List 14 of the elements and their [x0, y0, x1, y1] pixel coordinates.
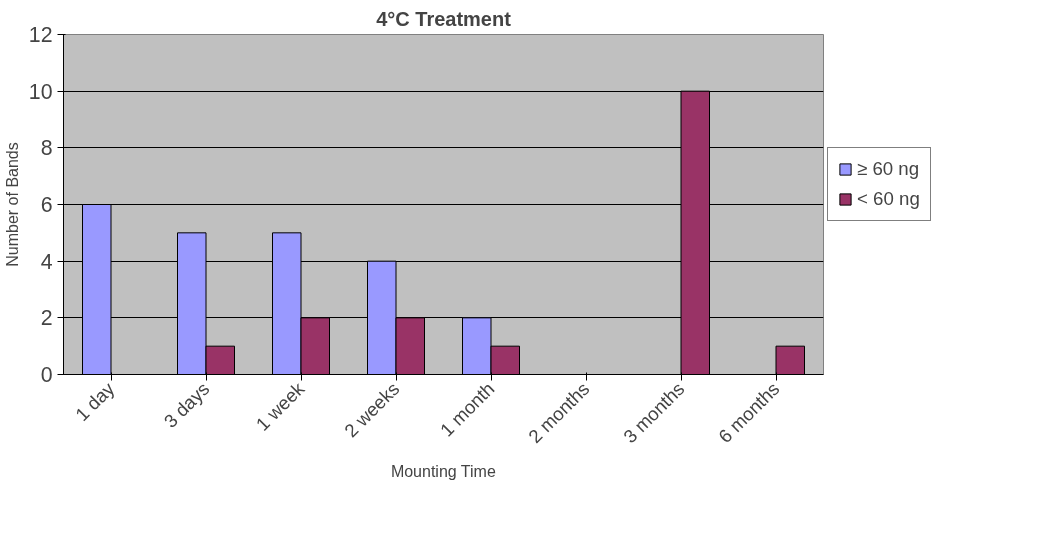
y-tick-label: 12: [28, 23, 53, 47]
y-tick-label: 0: [40, 363, 53, 387]
y-tick-label: 10: [28, 79, 53, 104]
y-tick-label: 8: [40, 136, 53, 161]
legend-label: ≥ 60 ng: [857, 158, 920, 180]
legend-label: < 60 ng: [857, 188, 920, 210]
x-tick-label: 1 day: [71, 377, 119, 426]
y-tick-label: 6: [40, 193, 53, 217]
x-tick-label: 3 days: [159, 378, 214, 432]
y-axis-title: Number of Bands: [3, 142, 21, 267]
y-tick-label: 2: [40, 306, 53, 331]
y-tick-label: 4: [40, 249, 53, 274]
x-axis-title: Mounting Time: [390, 462, 496, 480]
chart-title: 4°C Treatment: [376, 7, 512, 30]
